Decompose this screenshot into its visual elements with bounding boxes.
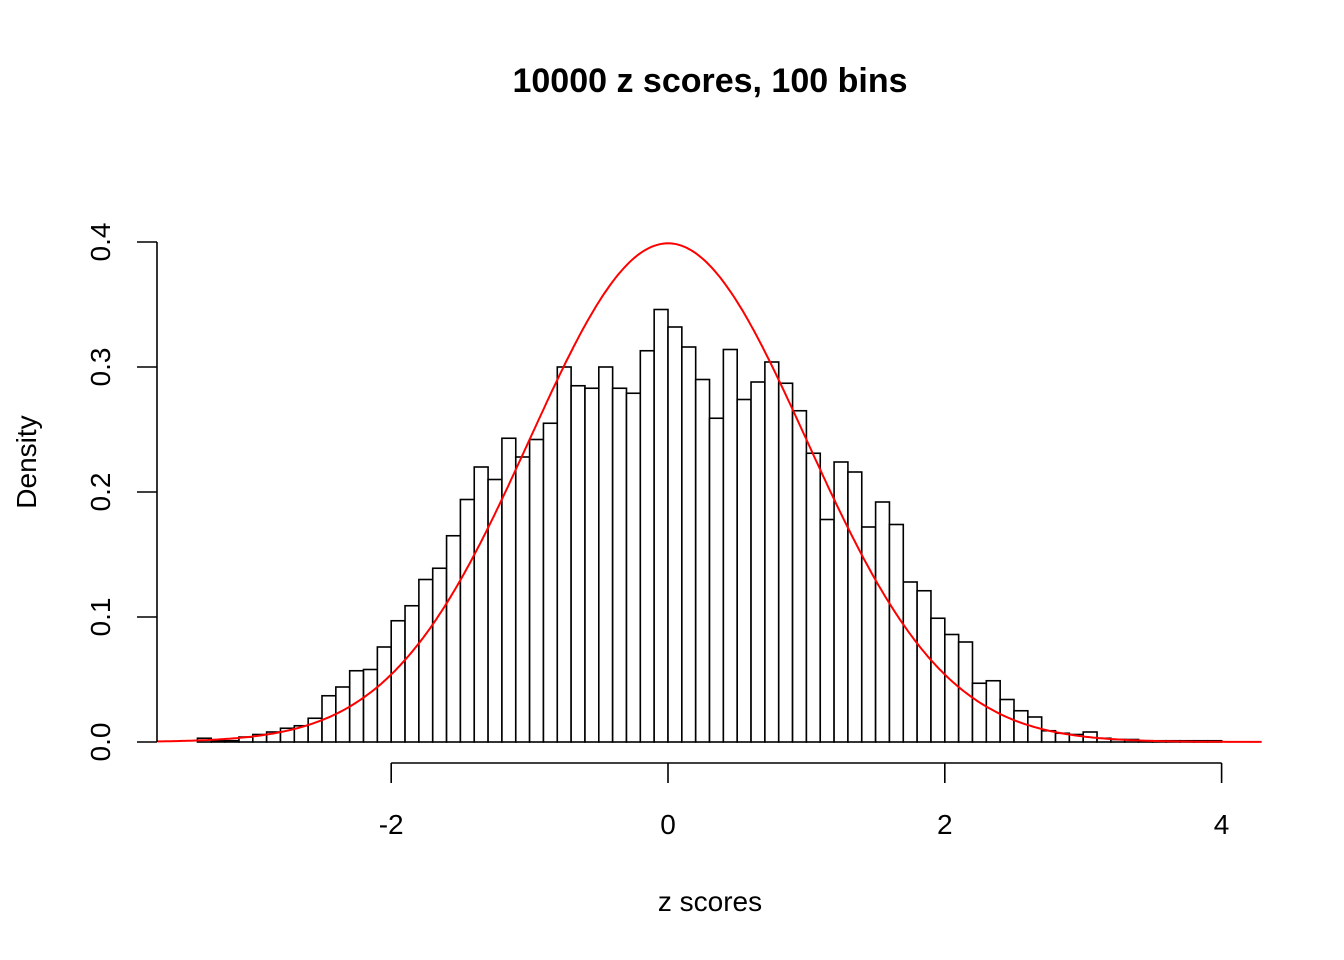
histogram-bar: [514, 456, 531, 743]
histogram-bar: [681, 346, 697, 743]
histogram-bar: [390, 619, 406, 743]
histogram-bar: [528, 438, 545, 743]
y-tick-label: 0.4: [85, 223, 116, 262]
histogram-bar: [1013, 709, 1029, 743]
histogram-bar: [736, 398, 752, 743]
histogram-bar: [805, 452, 822, 743]
histogram-bar: [791, 409, 808, 743]
histogram-bar: [777, 382, 794, 743]
histogram-bar: [224, 739, 240, 743]
histogram-bar: [708, 417, 725, 743]
y-tick-label: 0.1: [85, 598, 116, 637]
x-axis-label: z scores: [658, 886, 762, 917]
y-tick-label: 0.0: [85, 723, 116, 762]
histogram-bar: [888, 523, 905, 743]
y-tick-label: 0.2: [85, 473, 116, 512]
chart-title: 10000 z scores, 100 bins: [512, 62, 907, 100]
histogram-bar: [694, 378, 711, 743]
histogram-bar: [556, 366, 572, 743]
histogram-bar: [597, 366, 614, 743]
histogram-bar: [625, 392, 642, 743]
bars-group: [196, 308, 1223, 743]
histogram-bar: [404, 604, 420, 743]
histogram-bar: [210, 739, 226, 743]
histogram-bar: [376, 646, 392, 743]
histogram-bar: [667, 326, 683, 743]
histogram-bar: [764, 361, 780, 743]
histogram-bar: [653, 308, 669, 743]
histogram-bar: [542, 422, 559, 743]
normal-density-curve: [157, 242, 1262, 743]
y-axis: 0.0 0.1 0.2 0.3 0.4: [85, 223, 158, 762]
x-axis: -2 0 2 4: [379, 762, 1230, 840]
histogram-bar: [639, 349, 655, 743]
histogram-bar: [750, 381, 766, 743]
histogram-bar: [362, 668, 379, 743]
histogram-bar: [584, 387, 600, 743]
histogram-bar: [874, 501, 891, 743]
histogram-bar: [999, 698, 1015, 743]
x-tick-label: 4: [1214, 809, 1230, 840]
histogram-bar: [335, 686, 351, 743]
histogram-bar: [487, 478, 503, 743]
x-tick-label: -2: [379, 809, 404, 840]
histogram-bar: [902, 581, 918, 743]
histogram-bar: [930, 617, 946, 743]
x-tick-label: 2: [937, 809, 953, 840]
x-tick-label: 0: [660, 809, 676, 840]
histogram-bar: [916, 589, 932, 743]
histogram-bar: [1027, 716, 1043, 743]
histogram-bar: [431, 567, 448, 743]
histogram-bar: [611, 387, 628, 743]
histogram-bar: [943, 633, 960, 743]
y-tick-label: 0.3: [85, 348, 116, 387]
histogram-bar: [971, 682, 988, 743]
histogram-bar: [819, 518, 835, 743]
histogram-bar: [473, 466, 489, 743]
histogram-bar: [418, 578, 434, 743]
histogram-bar: [445, 534, 462, 743]
histogram-bar: [459, 498, 476, 743]
y-axis-label: Density: [11, 415, 42, 508]
histogram-bar: [570, 384, 586, 743]
histogram-bar: [847, 471, 863, 743]
histogram-bar: [722, 348, 738, 743]
